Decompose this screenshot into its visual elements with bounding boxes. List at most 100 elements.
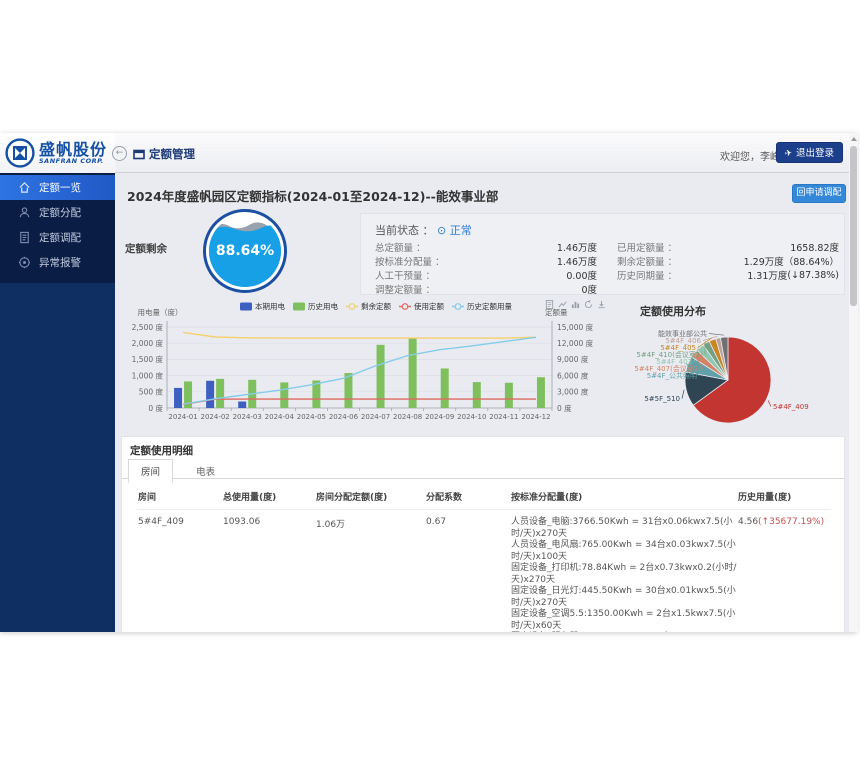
- sidebar-item-label: 异常报警: [39, 257, 81, 269]
- sidebar-item-quota-allocation[interactable]: 定额分配: [0, 200, 115, 225]
- col-quota: 房间分配定额(度): [316, 493, 388, 503]
- svg-text:0 度: 0 度: [557, 403, 572, 413]
- gauge-wave: [209, 222, 281, 287]
- sidebar-item-label: 定额一览: [39, 182, 81, 194]
- svg-text:9,000 度: 9,000 度: [557, 354, 589, 364]
- status-right-column: 已用定额量 ： 1658.82度 剩余定额量 ： 1.29万度（88.64%） 历史…: [617, 240, 839, 282]
- svg-text:12,000 度: 12,000 度: [557, 338, 594, 348]
- svg-text:6,000 度: 6,000 度: [557, 370, 589, 380]
- save-image-icon[interactable]: [597, 300, 606, 309]
- cell-coefficient: 0.67: [426, 517, 447, 527]
- quota-detail-card: 定额使用明细 房间 电表 房间 总使用量(度) 房间分配定额(度) 分配系数 按…: [121, 436, 845, 632]
- tab-room[interactable]: 房间: [128, 459, 174, 483]
- stat-label: 已用定额量 ：: [617, 243, 678, 254]
- svg-text:1,000 度: 1,000 度: [132, 370, 164, 380]
- current-status-panel: 当前状态 ： ⊙ 正常 总定额量 ： 1.46万度 按标准分配量 ： 1.46万度 …: [360, 213, 845, 296]
- stat-label: 历史同期量 ：: [617, 271, 678, 282]
- svg-text:5#4F_407(会议室1): 5#4F_407(会议室1): [634, 364, 701, 373]
- stat-value: 0.00度: [566, 271, 597, 282]
- sidebar-item-label: 定额分配: [39, 207, 81, 219]
- logout-button[interactable]: ✈ 退出登录: [776, 142, 843, 163]
- vertical-scrollbar[interactable]: [849, 133, 858, 632]
- main-content: 2024年度盛帆园区定额指标(2024-01至2024-12)--能效事业部 回…: [115, 173, 847, 632]
- svg-text:使用定额: 使用定额: [414, 301, 444, 311]
- svg-text:2024-06: 2024-06: [329, 413, 359, 421]
- user-icon: [18, 206, 31, 219]
- stat-label: 剩余定额量 ：: [617, 257, 678, 268]
- col-standard: 按标准分配量(度): [511, 493, 583, 503]
- history-value: 4.56: [738, 517, 759, 527]
- svg-text:5#5F_510: 5#5F_510: [644, 395, 680, 403]
- svg-text:5#4F_403: 5#4F_403: [656, 358, 692, 366]
- data-view-icon[interactable]: [545, 300, 554, 309]
- module-tab[interactable]: 定额管理: [133, 146, 195, 162]
- distribution-pie-chart[interactable]: 5#4F_4095#5F_5105#4F_公共照明5#4F_407(会议室1)5…: [600, 318, 845, 436]
- svg-text:3,000 度: 3,000 度: [557, 387, 589, 397]
- col-total: 总使用量(度): [223, 493, 277, 503]
- quota-management-app: 盛帆股份 SANFRAN CORP. ← 定额管理 欢迎您，李峰 ✈ 退出登录 …: [0, 133, 857, 632]
- status-state: 正常: [449, 224, 472, 237]
- stat-label: 总定额量 ：: [375, 243, 426, 254]
- status-title-label: 当前状态 ：: [375, 224, 434, 237]
- svg-text:5#4F_406: 5#4F_406: [665, 337, 701, 345]
- svg-text:5#4F_410(会议室2): 5#4F_410(会议室2): [636, 350, 703, 359]
- svg-text:用电量（度）: 用电量（度）: [138, 307, 183, 317]
- svg-text:2,000 度: 2,000 度: [132, 338, 164, 348]
- circle-dot-icon: ⊙: [437, 224, 447, 237]
- table-row: 5#4F_409 1093.06 1.06万 0.67 人员设备_电脑:3766…: [138, 510, 830, 632]
- status-left-column: 总定额量 ： 1.46万度 按标准分配量 ： 1.46万度 人工干预量 ： 0.00度…: [375, 240, 597, 296]
- restore-icon[interactable]: [584, 300, 593, 309]
- scrollbar-thumb[interactable]: [850, 146, 857, 306]
- window-icon: [133, 149, 145, 159]
- svg-text:1,500 度: 1,500 度: [132, 354, 164, 364]
- brand-name: 盛帆股份: [39, 139, 108, 159]
- usage-trend-chart[interactable]: 0 度 0 度 500 度 3,000 度 1,000 度 6,000 度 1,500 度 9…: [120, 298, 605, 428]
- sidebar-menu: 定额一览 定额分配 定额调配 异常报警: [0, 173, 115, 283]
- col-coefficient: 分配系数: [426, 493, 463, 503]
- sidebar-item-quota-overview[interactable]: 定额一览: [0, 175, 115, 200]
- cell-history: 4.56(↑35677.19%): [738, 517, 830, 527]
- document-icon: [18, 231, 31, 244]
- svg-text:2024-01: 2024-01: [168, 413, 197, 421]
- history-delta: (↑35677.19%): [758, 517, 825, 527]
- svg-text:500 度: 500 度: [139, 387, 164, 397]
- stat-delta: (↓87.38%): [787, 269, 839, 281]
- cell-standard: 人员设备_电脑:3766.50Kwh = 31台x0.06kwx7.5(小时/天…: [511, 517, 737, 631]
- stat-label: 按标准分配量 ：: [375, 257, 445, 268]
- svg-text:定额量: 定额量: [545, 307, 568, 317]
- stat-value: 1.31万度: [747, 271, 788, 282]
- svg-text:5#4F_409: 5#4F_409: [773, 403, 809, 411]
- sidebar-item-abnormal-alarm[interactable]: 异常报警: [0, 250, 115, 275]
- cell-total: 1093.06: [223, 517, 261, 527]
- tab-meter[interactable]: 电表: [196, 467, 216, 478]
- svg-text:本期用电: 本期用电: [255, 301, 285, 311]
- svg-text:2024-05: 2024-05: [297, 413, 326, 421]
- stat-value: 1658.82度: [790, 243, 839, 254]
- gauge-value: 88.64%: [215, 243, 275, 259]
- module-label: 定额管理: [149, 147, 195, 161]
- svg-text:2024-12: 2024-12: [521, 413, 550, 421]
- table-header-row: 房间 总使用量(度) 房间分配定额(度) 分配系数 按标准分配量(度) 历史用量…: [138, 485, 830, 510]
- svg-text:2024-08: 2024-08: [393, 413, 422, 421]
- detail-table: 房间 总使用量(度) 房间分配定额(度) 分配系数 按标准分配量(度) 历史用量…: [138, 485, 830, 632]
- company-logo-icon: [5, 138, 35, 168]
- stat-value: 0度: [581, 285, 597, 296]
- page-title: 2024年度盛帆园区定额指标(2024-01至2024-12)--能效事业部: [127, 189, 499, 204]
- svg-text:2024-09: 2024-09: [425, 413, 454, 421]
- reassign-request-button[interactable]: 回申请调配: [792, 184, 846, 203]
- svg-text:0 度: 0 度: [148, 403, 163, 413]
- svg-text:15,000 度: 15,000 度: [557, 322, 594, 332]
- svg-text:2024-10: 2024-10: [457, 413, 486, 421]
- svg-text:2,500 度: 2,500 度: [132, 322, 164, 332]
- plane-icon: ✈: [784, 148, 794, 160]
- back-arrow-icon[interactable]: ←: [112, 146, 127, 161]
- scroll-up-arrow-icon[interactable]: [850, 137, 857, 141]
- sidebar-item-quota-transfer[interactable]: 定额调配: [0, 225, 115, 250]
- bar-chart-icon[interactable]: [571, 300, 580, 309]
- logout-label: 退出登录: [795, 148, 834, 159]
- stat-label: 人工干预量 ：: [375, 271, 436, 282]
- line-chart-icon[interactable]: [558, 300, 567, 309]
- stat-label: 调整定额量 ：: [375, 285, 436, 296]
- top-header: 盛帆股份 SANFRAN CORP. ← 定额管理 欢迎您，李峰 ✈ 退出登录: [0, 133, 857, 173]
- sidebar-item-label: 定额调配: [39, 232, 81, 244]
